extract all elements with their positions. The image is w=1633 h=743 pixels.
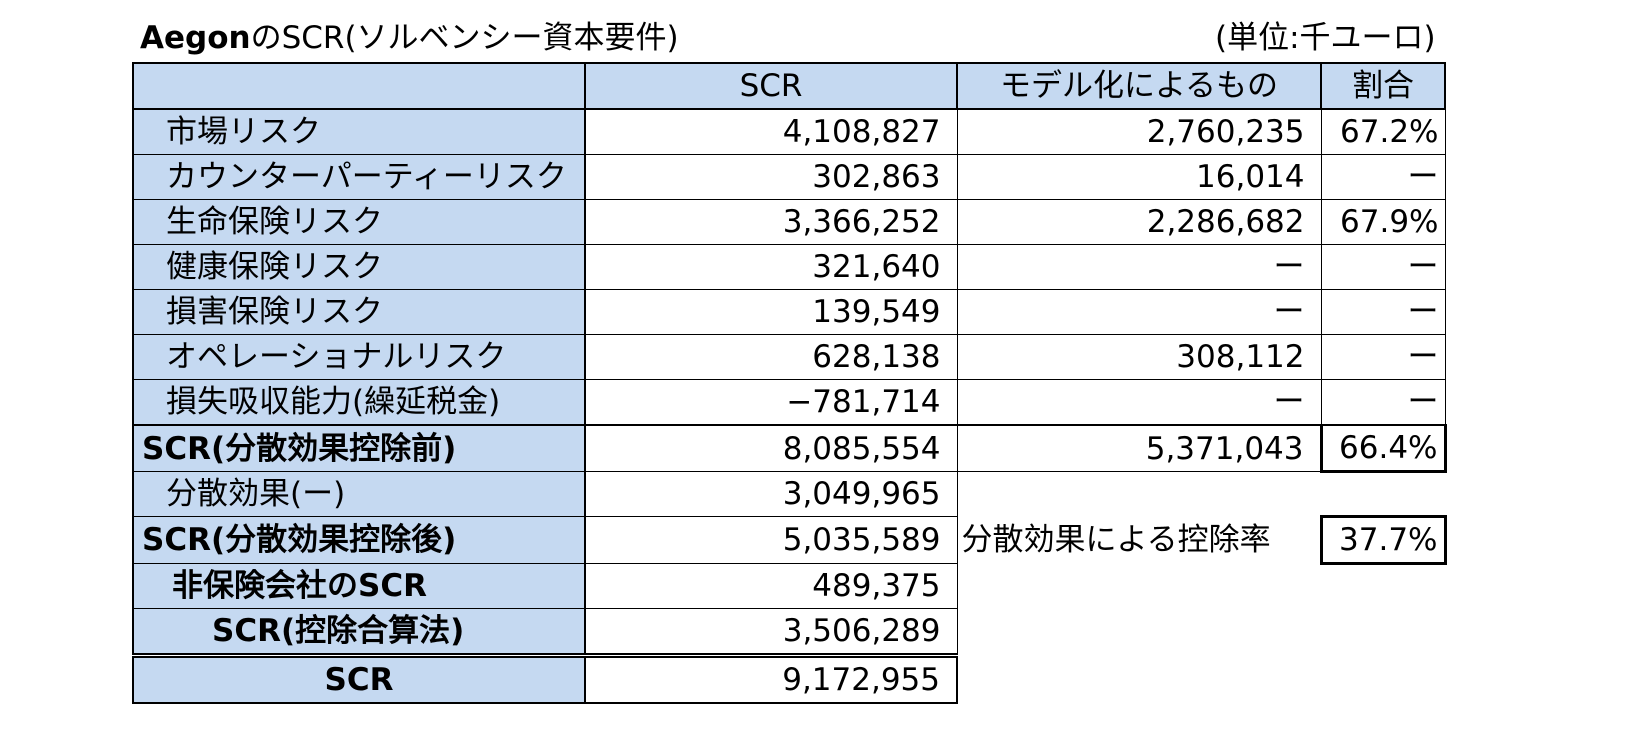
row-scr: 3,049,965: [584, 471, 958, 517]
row-label: SCR: [132, 653, 586, 704]
row-scr: 489,375: [584, 563, 958, 609]
table-row: SCR 9,172,955: [132, 653, 1445, 704]
unit-label: (単位:千ユーロ): [1215, 20, 1436, 56]
row-label: 市場リスク: [132, 108, 586, 155]
row-model: 2,286,682: [956, 199, 1322, 245]
row-model: 308,112: [956, 334, 1322, 380]
table-row: 損害保険リスク 139,549 ー ー: [132, 289, 1446, 335]
table-row: SCR(控除合算法) 3,506,289: [132, 608, 1445, 657]
row-ratio: ー: [1320, 289, 1446, 335]
table-row: SCR(分散効果控除後) 5,035,589 分散効果による控除率 37.7%: [132, 515, 1447, 565]
blank-cell: [957, 471, 1445, 517]
row-scr: −781,714: [584, 379, 958, 426]
header-label: [132, 62, 586, 110]
row-model: 5,371,043: [956, 424, 1322, 472]
row-model: ー: [956, 379, 1322, 426]
table-row: SCR(分散効果控除前) 8,085,554 5,371,043 66.4%: [132, 424, 1447, 473]
row-ratio: ー: [1320, 379, 1446, 426]
row-scr: 628,138: [584, 334, 958, 380]
row-model: ー: [956, 289, 1322, 335]
row-label: 分散効果(ー): [132, 471, 586, 517]
row-scr: 4,108,827: [584, 108, 958, 155]
row-label: オペレーショナルリスク: [132, 334, 586, 380]
blank-cell: [957, 563, 1445, 609]
table-row: 非保険会社のSCR 489,375: [132, 563, 1445, 609]
row-label: 生命保険リスク: [132, 199, 586, 245]
title-text: のSCR(ソルベンシー資本要件): [250, 20, 679, 56]
row-model: ー: [956, 244, 1322, 290]
table-row: 分散効果(ー) 3,049,965: [132, 471, 1445, 517]
row-scr: 139,549: [584, 289, 958, 335]
row-ratio: ー: [1320, 244, 1446, 290]
row-label: SCR(分散効果控除前): [132, 424, 586, 472]
row-label: カウンターパーティーリスク: [132, 154, 586, 200]
row-label: SCR(分散効果控除後): [132, 516, 586, 564]
header-row: SCR モデル化によるもの 割合: [132, 62, 1446, 110]
header-model: モデル化によるもの: [956, 62, 1322, 110]
row-label: 損失吸収能力(繰延税金): [132, 379, 586, 426]
row-scr: 3,366,252: [584, 199, 958, 245]
row-model: 2,760,235: [956, 108, 1322, 155]
row-scr: 9,172,955: [584, 653, 958, 704]
table-row: 市場リスク 4,108,827 2,760,235 67.2%: [132, 108, 1446, 155]
row-ratio: 67.9%: [1320, 199, 1446, 245]
row-ratio: ー: [1320, 154, 1446, 200]
table-row: オペレーショナルリスク 628,138 308,112 ー: [132, 334, 1446, 380]
row-ratio: 67.2%: [1320, 108, 1446, 155]
table-row: カウンターパーティーリスク 302,863 16,014 ー: [132, 154, 1446, 200]
table-row: 健康保険リスク 321,640 ー ー: [132, 244, 1446, 290]
header-scr: SCR: [584, 62, 958, 110]
row-scr: 5,035,589: [584, 516, 958, 564]
row-label: 非保険会社のSCR: [132, 563, 586, 609]
title-company: Aegon: [140, 20, 251, 56]
row-scr: 3,506,289: [584, 608, 958, 657]
row-label: SCR(控除合算法): [132, 608, 586, 657]
table-row: 損失吸収能力(繰延税金) −781,714 ー ー: [132, 379, 1446, 426]
row-ratio: 66.4%: [1319, 424, 1447, 473]
row-scr: 8,085,554: [584, 424, 958, 472]
table-title: AegonのSCR(ソルベンシー資本要件): [140, 18, 679, 58]
deduction-rate-value: 37.7%: [1319, 515, 1447, 565]
row-ratio: ー: [1320, 334, 1446, 380]
header-ratio: 割合: [1320, 62, 1446, 110]
row-model: 16,014: [956, 154, 1322, 200]
blank-cell: [957, 608, 1445, 656]
row-label: 健康保険リスク: [132, 244, 586, 290]
row-label: 損害保険リスク: [132, 289, 586, 335]
scr-table: SCR モデル化によるもの 割合 市場リスク 4,108,827 2,760,2…: [132, 62, 1447, 704]
blank-cell: [957, 655, 1445, 703]
deduction-rate-label: 分散効果による控除率: [957, 516, 1321, 564]
table-row: 生命保険リスク 3,366,252 2,286,682 67.9%: [132, 199, 1446, 245]
row-scr: 302,863: [584, 154, 958, 200]
row-scr: 321,640: [584, 244, 958, 290]
